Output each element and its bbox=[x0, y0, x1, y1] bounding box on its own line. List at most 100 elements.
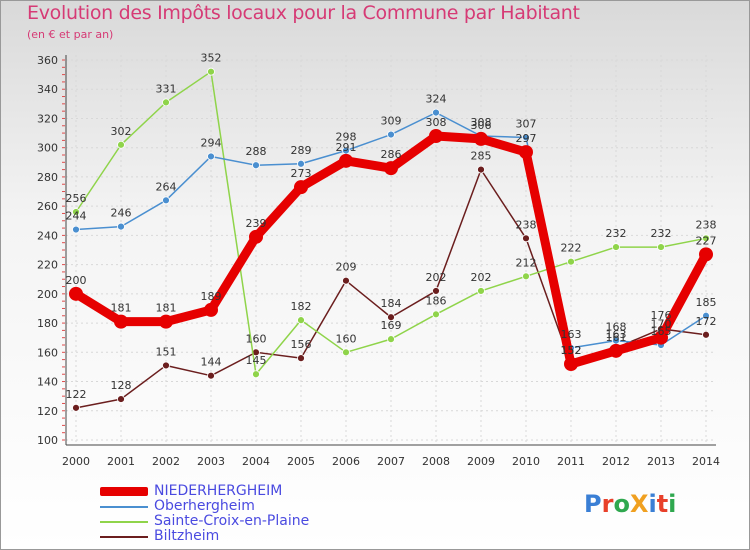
data-label: 184 bbox=[381, 297, 402, 310]
data-point bbox=[519, 145, 533, 160]
data-point bbox=[699, 247, 713, 262]
data-point bbox=[564, 357, 578, 371]
y-tick-label: 320 bbox=[37, 112, 58, 125]
data-label: 172 bbox=[696, 315, 717, 328]
data-label: 222 bbox=[561, 242, 582, 255]
data-point bbox=[252, 161, 260, 170]
data-label: 256 bbox=[66, 192, 87, 205]
data-label: 244 bbox=[66, 210, 87, 223]
y-tick-label: 300 bbox=[37, 142, 58, 155]
logo-letter: X bbox=[629, 490, 649, 518]
data-label: 308 bbox=[471, 116, 492, 129]
data-label: 308 bbox=[426, 116, 447, 129]
logo-letter: P bbox=[584, 490, 602, 518]
data-label: 227 bbox=[696, 234, 717, 247]
data-label: 306 bbox=[471, 119, 492, 132]
data-point bbox=[114, 314, 128, 329]
legend-label: NIEDERHERGHEIM bbox=[154, 483, 283, 499]
data-label: 151 bbox=[156, 345, 177, 358]
data-label: 152 bbox=[561, 344, 582, 357]
data-label: 156 bbox=[291, 338, 312, 351]
data-point bbox=[429, 129, 443, 143]
data-point bbox=[72, 225, 80, 234]
chart-subtitle: (en € et par an) bbox=[27, 28, 114, 41]
y-tick-label: 240 bbox=[37, 229, 58, 242]
data-label: 145 bbox=[246, 354, 267, 367]
legend-label: Sainte-Croix-en-Plaine bbox=[154, 513, 310, 529]
data-label: 165 bbox=[651, 325, 672, 338]
data-point bbox=[474, 131, 488, 146]
data-point bbox=[609, 343, 623, 358]
data-point bbox=[339, 153, 353, 168]
data-point bbox=[204, 302, 218, 317]
data-label: 182 bbox=[291, 300, 312, 313]
data-label: 232 bbox=[606, 227, 627, 240]
legend-item-oberhergheim: Oberhergheim bbox=[100, 499, 309, 514]
data-label: 185 bbox=[696, 296, 717, 309]
data-point bbox=[702, 311, 710, 320]
data-point bbox=[567, 257, 575, 266]
data-point bbox=[387, 335, 395, 344]
data-point bbox=[297, 354, 305, 363]
x-tick-label: 2009 bbox=[467, 455, 495, 468]
data-label: 209 bbox=[336, 261, 357, 274]
data-label: 352 bbox=[201, 52, 222, 65]
data-label: 161 bbox=[606, 331, 627, 344]
data-label: 122 bbox=[66, 388, 87, 401]
data-label: 163 bbox=[561, 328, 582, 341]
data-point bbox=[162, 361, 170, 370]
logo-letter: i bbox=[648, 490, 657, 518]
data-point bbox=[117, 395, 125, 403]
data-label: 212 bbox=[516, 256, 537, 269]
data-label: 264 bbox=[156, 180, 177, 193]
data-label: 232 bbox=[651, 227, 672, 240]
data-label: 160 bbox=[246, 332, 267, 345]
y-tick-label: 220 bbox=[37, 259, 58, 272]
data-label: 168 bbox=[606, 321, 627, 334]
data-point bbox=[612, 243, 620, 251]
data-point bbox=[207, 67, 215, 76]
x-tick-label: 2012 bbox=[602, 455, 630, 468]
data-point bbox=[702, 234, 710, 243]
data-label: 331 bbox=[156, 82, 177, 95]
data-label: 309 bbox=[381, 115, 402, 128]
logo-letter: i bbox=[668, 490, 677, 518]
x-tick-label: 2014 bbox=[692, 455, 720, 468]
legend-swatch bbox=[100, 535, 148, 538]
y-tick-label: 120 bbox=[37, 405, 58, 418]
x-tick-label: 2013 bbox=[647, 455, 675, 468]
proxiti-logo[interactable]: ProXiti bbox=[584, 490, 676, 518]
data-point bbox=[297, 316, 305, 325]
x-tick-label: 2008 bbox=[422, 455, 450, 468]
data-point bbox=[522, 133, 530, 142]
data-label: 239 bbox=[246, 217, 267, 230]
chart-title: Evolution des Impôts locaux pour la Comm… bbox=[27, 2, 580, 24]
data-label: 238 bbox=[696, 218, 717, 231]
data-label: 246 bbox=[111, 207, 132, 220]
data-label: 160 bbox=[336, 332, 357, 345]
data-label: 324 bbox=[426, 93, 447, 106]
y-tick-label: 260 bbox=[37, 200, 58, 213]
data-label: 289 bbox=[291, 144, 312, 157]
x-tick-label: 2003 bbox=[197, 455, 225, 468]
data-point bbox=[387, 313, 395, 322]
y-tick-label: 200 bbox=[37, 288, 58, 301]
x-tick-label: 2010 bbox=[512, 455, 540, 468]
legend-label: Biltzheim bbox=[154, 528, 220, 544]
legend: NIEDERHERGHEIM Oberhergheim Sainte-Croix… bbox=[100, 484, 309, 544]
data-label: 186 bbox=[426, 294, 447, 307]
data-label: 202 bbox=[426, 271, 447, 284]
data-point bbox=[207, 371, 215, 380]
data-label: 202 bbox=[471, 271, 492, 284]
data-point bbox=[162, 196, 170, 205]
data-label: 297 bbox=[516, 132, 537, 145]
x-tick-label: 2002 bbox=[152, 455, 180, 468]
logo-letter: o bbox=[613, 490, 630, 518]
data-point bbox=[162, 98, 170, 107]
data-point bbox=[117, 140, 125, 149]
y-tick-label: 140 bbox=[37, 376, 58, 389]
data-label: 169 bbox=[381, 319, 402, 332]
data-label: 128 bbox=[111, 379, 132, 392]
legend-item-biltzheim: Biltzheim bbox=[100, 529, 309, 544]
